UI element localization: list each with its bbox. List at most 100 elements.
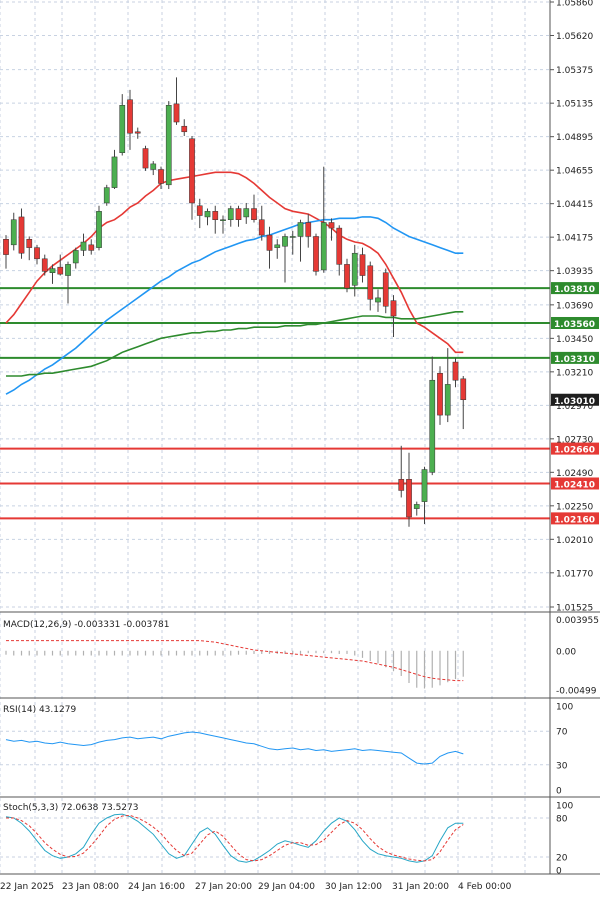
candle-body[interactable] [390, 300, 397, 317]
candle-body[interactable] [413, 504, 420, 509]
candle-body[interactable] [367, 265, 374, 300]
candle-body[interactable] [351, 252, 358, 286]
candle-body[interactable] [220, 219, 226, 221]
candle-body[interactable] [305, 222, 312, 237]
price-tick-label: 1.03935 [556, 267, 593, 277]
time-axis-label: 27 Jan 20:00 [195, 882, 252, 892]
candle-body[interactable] [359, 254, 366, 276]
candle-body[interactable] [34, 247, 40, 260]
candle-body[interactable] [336, 227, 343, 265]
candle-body[interactable] [251, 208, 257, 220]
candle-body[interactable] [320, 222, 327, 271]
candle-body[interactable] [282, 236, 288, 247]
candle-body[interactable] [111, 156, 118, 188]
level-label-bg [551, 282, 599, 295]
ma_mid-line [5, 216, 464, 395]
candle-body[interactable] [258, 219, 265, 236]
macd-title: MACD(12,26,9) -0.003331 -0.003781 [3, 620, 169, 630]
candle-body[interactable] [49, 268, 56, 273]
candle-body[interactable] [18, 216, 25, 254]
candle-body[interactable] [10, 219, 17, 246]
candle-body[interactable] [119, 105, 126, 153]
candle-body[interactable] [297, 222, 304, 237]
level-label: 1.02160 [554, 515, 595, 525]
candle-body[interactable] [57, 266, 64, 275]
macd-tick-label: 0.00 [556, 647, 576, 657]
stoch-tick-label: 80 [556, 815, 568, 825]
level-label: 1.02660 [554, 446, 595, 456]
candle-body[interactable] [460, 378, 467, 401]
candle-body[interactable] [406, 479, 412, 518]
candle-body[interactable] [243, 208, 250, 218]
stoch-d-line [6, 814, 464, 862]
candle-body[interactable] [382, 272, 389, 307]
macd-tick-label: -0.00499 [556, 686, 597, 696]
level-label-bg [551, 351, 599, 364]
price-tick-label: 1.02730 [556, 435, 593, 445]
candle-body[interactable] [196, 205, 203, 216]
price-tick-label: 1.01770 [556, 569, 593, 579]
candle-body[interactable] [189, 138, 195, 204]
axis-labels: 22 Jan 2025 23 Jan 08:00 24 Jan 16:00 27 Ja… [0, 882, 512, 892]
candle-body[interactable] [103, 187, 110, 204]
candle-body[interactable] [150, 163, 157, 170]
candle-body[interactable] [88, 244, 95, 251]
candle-body[interactable] [266, 234, 273, 251]
candle-body[interactable] [181, 125, 188, 133]
level-label: 1.03810 [554, 285, 595, 295]
candle-body[interactable] [452, 361, 459, 381]
candle-body[interactable] [127, 99, 133, 134]
candle-body[interactable] [328, 222, 335, 229]
stoch-tick-label: 20 [556, 854, 568, 864]
rsi-tick-label: 100 [556, 703, 573, 713]
candle-body[interactable] [65, 264, 71, 276]
candle-body[interactable] [235, 208, 242, 220]
time-axis-label: 22 Jan 2025 [0, 882, 54, 892]
stochastic-pane[interactable]: 100 80 20 0 Stoch(5,3,3) 72.0638 73.5273 [0, 802, 573, 877]
candle-body[interactable] [274, 244, 281, 248]
candle-body[interactable] [158, 169, 164, 184]
candle-body[interactable] [134, 131, 141, 134]
candle-body[interactable] [72, 250, 79, 264]
rsi-tick-label: 30 [556, 761, 568, 771]
horizontal-levels[interactable]: 1.03810 1.03560 1.03310 1.02660 1.02410 1.021… [0, 282, 599, 525]
candle-body[interactable] [227, 208, 234, 220]
candle-body[interactable] [165, 105, 172, 186]
candle-body[interactable] [344, 264, 350, 289]
candle-body[interactable] [3, 239, 9, 255]
candle-body[interactable] [289, 236, 296, 238]
price-tick-label: 1.02490 [556, 469, 593, 479]
candle-body[interactable] [421, 469, 428, 502]
rsi-tick-label: 0 [556, 787, 562, 797]
macd-tick-label: 0.003955 [556, 616, 599, 626]
level-label-bg [551, 512, 599, 525]
price-tick-label: 1.05135 [556, 100, 593, 110]
candle-body[interactable] [26, 239, 33, 248]
price-tick-label: 1.02250 [556, 502, 593, 512]
candle-body[interactable] [80, 241, 87, 251]
level-label: 1.02410 [554, 480, 595, 490]
rsi-pane[interactable]: 100 70 30 0 RSI(14) 43.1279 [0, 703, 573, 797]
candle-body[interactable] [96, 211, 102, 248]
candle-body[interactable] [375, 297, 381, 303]
candle-body[interactable] [173, 103, 180, 123]
candle-body[interactable] [313, 236, 319, 272]
candle-body[interactable] [142, 148, 149, 169]
stoch-title: Stoch(5,3,3) 72.0638 73.5273 [3, 803, 138, 813]
candle-body[interactable] [398, 479, 405, 491]
candle-body[interactable] [429, 379, 436, 473]
macd-pane[interactable]: 0.003955 0.00 -0.00499 MACD(12,26,9) -0.003… [3, 616, 599, 696]
candle-body[interactable] [41, 258, 48, 272]
price-tick-label: 1.03450 [556, 335, 593, 345]
candle-body[interactable] [437, 372, 443, 416]
level-label-bg [551, 442, 599, 455]
price-tick-label: 1.01525 [556, 604, 593, 614]
candle-body[interactable] [204, 211, 211, 218]
candle-body[interactable] [212, 211, 219, 220]
candlestick-series[interactable] [3, 77, 467, 527]
candle-body[interactable] [444, 384, 451, 416]
level-label: 1.03310 [554, 355, 595, 365]
price-tick-label: 1.05860 [556, 0, 593, 9]
